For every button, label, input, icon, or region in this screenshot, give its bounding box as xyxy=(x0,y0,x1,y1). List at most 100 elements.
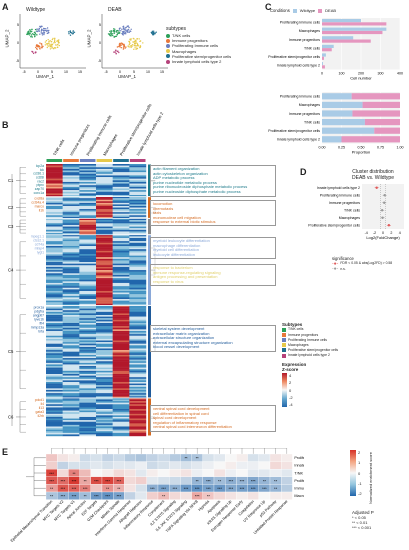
adjusted-p-title: Adjusted P xyxy=(352,510,374,515)
legend-swatch xyxy=(318,8,323,13)
heatmap-cell xyxy=(62,322,80,325)
heatmap-cell xyxy=(112,258,130,261)
gene-label: ccl34a.4 xyxy=(31,201,44,205)
heatmap-cell xyxy=(62,338,80,341)
significance-star: *** xyxy=(72,486,77,491)
heatmap-cell xyxy=(96,270,113,272)
heatmap-cell xyxy=(62,279,80,282)
heatmap-cell xyxy=(96,432,113,435)
category-label: Immune progenitors xyxy=(289,112,320,116)
umap-point xyxy=(30,34,33,36)
gene-label: angptl7 xyxy=(33,313,44,317)
umap-point xyxy=(41,25,43,28)
heatmap-cell xyxy=(129,220,147,222)
heatmap-cell xyxy=(62,396,80,399)
enrichment-cell xyxy=(247,491,259,500)
heatmap-cell xyxy=(129,334,147,336)
heatmap-cell xyxy=(62,266,80,269)
umap-point xyxy=(32,52,35,55)
heatmap-cell xyxy=(96,258,113,261)
heatmap-cell xyxy=(112,229,130,232)
umap-point xyxy=(133,42,136,45)
heatmap-cell xyxy=(79,321,97,324)
significance-star: *** xyxy=(206,486,211,491)
umap-point xyxy=(31,33,34,35)
heatmap-cell xyxy=(46,434,63,437)
enrichment-cell xyxy=(90,469,103,477)
heatmap-cell xyxy=(62,394,80,397)
heatmap-cell xyxy=(62,278,80,280)
umap-title-wildtype: Wildtype xyxy=(26,7,46,13)
heatmap-cell xyxy=(129,236,147,239)
heatmap-cell xyxy=(112,415,130,418)
heatmap-cell xyxy=(129,287,147,290)
heatmap-cell xyxy=(79,245,97,248)
subtype-item: Macrophages xyxy=(282,343,338,348)
heatmap-cell xyxy=(112,391,130,394)
umap-point xyxy=(117,50,119,52)
heatmap-cell xyxy=(112,295,130,298)
heatmap-cell xyxy=(129,205,147,208)
heatmap-cell xyxy=(79,343,97,346)
heatmap-cell xyxy=(62,326,80,328)
row-label: Proliferative stem/progenitor cells xyxy=(294,456,304,460)
heatmap-cell xyxy=(96,434,113,437)
go-box-c6: ventral spinal cord development cell dif… xyxy=(150,405,276,432)
heatmap-cell xyxy=(79,307,97,309)
legend-dot xyxy=(166,59,170,64)
heatmap-cell xyxy=(62,350,80,352)
heatmap-cell xyxy=(79,401,97,403)
heatmap-cell xyxy=(46,295,63,298)
enrichment-cell xyxy=(146,491,159,500)
umap-point xyxy=(116,46,119,48)
heatmap-cell xyxy=(46,315,63,317)
heatmap-cell xyxy=(62,271,80,274)
heatmap-cell xyxy=(96,377,113,379)
umap-point xyxy=(69,34,72,36)
heatmap-cell xyxy=(96,326,113,328)
heatmap-cell xyxy=(62,193,80,196)
heatmap-cell xyxy=(79,404,97,407)
umap-point xyxy=(123,32,126,35)
heatmap-cell xyxy=(62,239,80,242)
heatmap-cell xyxy=(96,359,113,362)
heatmap-cell xyxy=(112,404,130,407)
heatmap-cell xyxy=(112,216,130,219)
heatmap-cell xyxy=(112,380,130,383)
umap-point xyxy=(34,35,36,37)
heatmap-cell xyxy=(79,236,97,239)
gene-label: pdcd1 xyxy=(35,398,44,402)
heatmap-cell xyxy=(46,334,63,336)
heatmap-cell xyxy=(112,308,130,311)
heatmap-cell xyxy=(96,348,113,351)
umap-point xyxy=(50,40,53,43)
heatmap-cell xyxy=(62,247,80,250)
heatmap-cell xyxy=(96,254,113,256)
heatmap-cell xyxy=(112,252,130,255)
go-box-c5: skeletal system development extracellula… xyxy=(150,325,276,352)
heatmap-cell xyxy=(129,164,147,166)
umap-x-tick: 10 xyxy=(64,70,68,74)
heatmap-cell xyxy=(46,300,63,303)
category-label: Innate lymphoid cells type 2 xyxy=(277,64,320,68)
heatmap-cell xyxy=(96,282,113,285)
umap-point xyxy=(72,30,74,32)
expression-scale-legend: Expression Z-score 4 2 0 -2 -4 xyxy=(282,362,307,407)
enrichment-cell xyxy=(269,461,282,470)
category-label: T/NK cells xyxy=(344,209,360,213)
heatmap-cell xyxy=(79,183,97,186)
heatmap-cell xyxy=(129,254,147,256)
cluster-label: C1 xyxy=(8,178,14,183)
significance-item: -●- FDR < 0.05 & abs(Log2FD) > 0.58 xyxy=(332,260,393,267)
heatmap-cell xyxy=(46,241,63,243)
umap-point xyxy=(58,41,60,44)
heatmap-cell xyxy=(79,426,97,429)
heatmap-cell xyxy=(129,378,147,381)
heatmap-cell xyxy=(96,313,113,316)
heatmap-cell xyxy=(96,180,113,183)
heatmap-cell xyxy=(96,266,113,269)
heatmap-cell xyxy=(79,290,97,293)
heatmap-cell xyxy=(46,183,63,186)
enrichment-cell xyxy=(191,461,203,470)
heatmap-cell xyxy=(79,228,97,231)
